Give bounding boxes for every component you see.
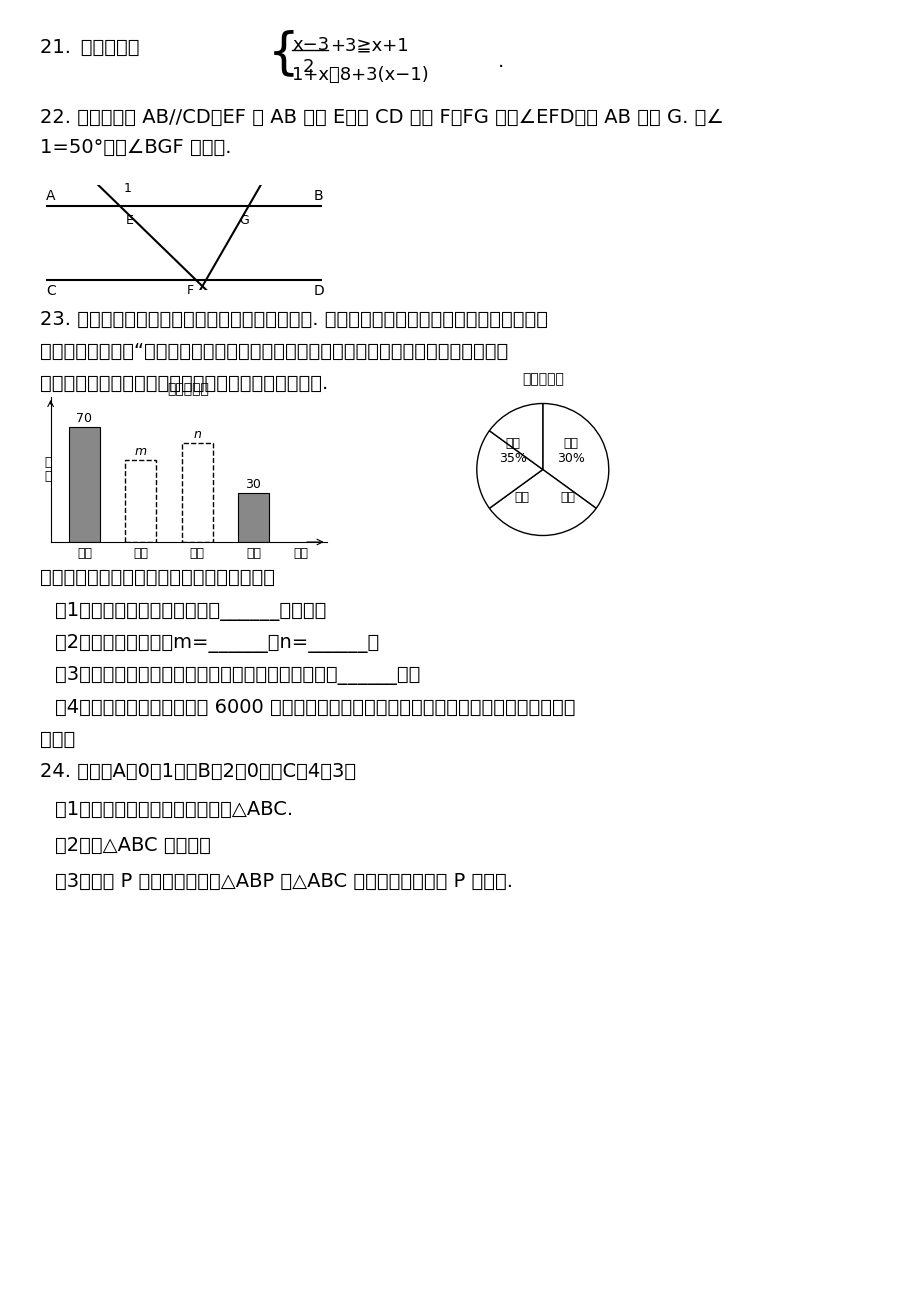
Text: 科普
30%: 科普 30% (556, 437, 584, 465)
Text: 类），如图是根据调查结果绘制的两幅不完整的统计图.: 类），如图是根据调查结果绘制的两幅不完整的统计图. (40, 374, 328, 393)
Text: B: B (313, 189, 323, 203)
Bar (69, 427, 100, 542)
Text: 30: 30 (245, 478, 261, 491)
Text: +3≧x+1: +3≧x+1 (330, 36, 408, 53)
Text: C: C (46, 284, 56, 298)
Text: （1）在坐标系中描出各点，画出△ABC.: （1）在坐标系中描出各点，画出△ABC. (55, 799, 293, 819)
Text: 1=50°，求∠BGF 的度数.: 1=50°，求∠BGF 的度数. (40, 138, 232, 158)
Text: 22. 如图，已知 AB∕∕CD，EF 交 AB 于点 E，交 CD 于点 F，FG 平分∠EFD，交 AB 于点 G. 若∠: 22. 如图，已知 AB∕∕CD，EF 交 AB 于点 E，交 CD 于点 F，… (40, 108, 723, 128)
Bar (238, 492, 268, 542)
Title: 扇形统计图: 扇形统计图 (521, 372, 563, 385)
Bar (181, 443, 212, 542)
Text: 21. 解不等式组: 21. 解不等式组 (40, 38, 140, 57)
Wedge shape (476, 431, 542, 508)
Text: 24. 已知：A（0，1），B（2，0），C（4，3）: 24. 已知：A（0，1），B（2，0），C（4，3） (40, 762, 356, 781)
Wedge shape (542, 404, 608, 508)
Text: F: F (187, 284, 194, 297)
Text: 70: 70 (76, 411, 92, 424)
Text: 1+x＜8+3(x−1): 1+x＜8+3(x−1) (291, 66, 428, 85)
Wedge shape (489, 470, 596, 535)
Bar (125, 460, 156, 542)
Text: 艺术: 艺术 (514, 491, 528, 504)
Text: （2）求△ABC 的面积；: （2）求△ABC 的面积； (55, 836, 210, 855)
Text: 合理？: 合理？ (40, 730, 75, 749)
Text: x−3: x−3 (291, 36, 329, 53)
Text: 请你根据统计图提供的信息，解答下列问题：: 请你根据统计图提供的信息，解答下列问题： (40, 568, 275, 587)
Y-axis label: 人
数: 人 数 (44, 456, 51, 483)
Text: .: . (497, 52, 504, 72)
Text: A: A (46, 189, 55, 203)
Text: 1: 1 (123, 182, 131, 195)
Text: （4）学校计划购买课外读物 6000 册，请根据样本数据，估计学校购买其他类读物多少册比较: （4）学校计划购买课外读物 6000 册，请根据样本数据，估计学校购买其他类读物… (55, 698, 575, 717)
Text: 2: 2 (302, 59, 314, 76)
Text: n: n (193, 428, 200, 441)
Text: 其他: 其他 (560, 491, 574, 504)
Text: G: G (239, 215, 249, 228)
Title: 条形统计图: 条形统计图 (167, 381, 210, 396)
Text: （2）条形统计图中，m=______，n=______；: （2）条形统计图中，m=______，n=______； (55, 634, 379, 654)
Text: E: E (126, 215, 134, 228)
Text: 文学
35%: 文学 35% (499, 437, 527, 465)
Text: {: { (267, 29, 300, 77)
Text: （3）扇形统计图中，艺术类读物所在扇形的圆心角是______度；: （3）扇形统计图中，艺术类读物所在扇形的圆心角是______度； (55, 667, 420, 685)
Wedge shape (489, 404, 542, 470)
Text: m: m (134, 445, 147, 458)
Text: （1）本次调查中，一共调查了______名同学；: （1）本次调查中，一共调查了______名同学； (55, 602, 326, 621)
Text: （3）设点 P 在坐标轴上，且△ABP 与△ABC 的面积相等，求点 P 的坐标.: （3）设点 P 在坐标轴上，且△ABP 与△ABC 的面积相等，求点 P 的坐标… (55, 872, 513, 891)
Text: D: D (313, 284, 324, 298)
Text: 最喜爱的课外读物“从文学、艺术、科普和其他四个类别进行了抄样调查（每位同学只选一: 最喜爱的课外读物“从文学、艺术、科普和其他四个类别进行了抄样调查（每位同学只选一 (40, 342, 507, 361)
Text: 23. 在读书月活动中，学校准备购买一批课外读物. 为使课外读物满足同学们的需求，学校就我: 23. 在读书月活动中，学校准备购买一批课外读物. 为使课外读物满足同学们的需求… (40, 310, 548, 329)
